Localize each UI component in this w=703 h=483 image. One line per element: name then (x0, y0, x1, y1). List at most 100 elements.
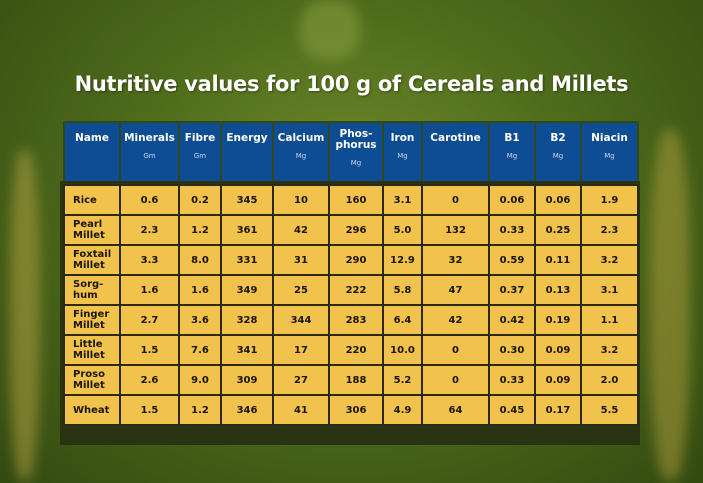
table-cell: 309 (220, 364, 274, 396)
column-label: Phos-phorus (335, 128, 377, 151)
table-row: Foxtail Millet 3.3 8.0 331 31 290 12.9 32 0.59 0.1… (63, 244, 639, 276)
column-unit: Mg (350, 159, 362, 167)
column-label: Iron (390, 132, 415, 144)
table-cell: 2.6 (119, 364, 180, 396)
table-cell: 346 (220, 394, 274, 426)
table-cell: 344 (272, 304, 330, 336)
row-name: Foxtail Millet (63, 244, 121, 276)
table-cell: 306 (328, 394, 384, 426)
table-cell: 5.5 (580, 394, 639, 426)
column-header: Iron Mg (382, 121, 423, 185)
column-unit: Gm (193, 152, 207, 160)
background-stalk (10, 150, 40, 480)
column-label: Minerals (124, 132, 175, 144)
table-cell: 0.09 (534, 334, 582, 366)
table-cell: 3.3 (119, 244, 180, 276)
column-unit: Mg (295, 152, 307, 160)
table-cell: 42 (272, 214, 330, 246)
table-cell: 1.9 (580, 184, 639, 216)
column-unit (65, 151, 119, 162)
table-row: Wheat 1.5 1.2 346 41 306 4.9 64 0.45 0.17 5.5 (63, 394, 639, 426)
slide-title: Nutritive values for 100 g of Cereals an… (74, 72, 629, 96)
table-cell: 0.45 (488, 394, 536, 426)
table-cell: 1.6 (178, 274, 222, 306)
table-cell: 2.3 (580, 214, 639, 246)
column-label: B2 (550, 132, 566, 144)
row-name: Sorg-hum (63, 274, 121, 306)
table-cell: 5.2 (382, 364, 423, 396)
table-cell: 188 (328, 364, 384, 396)
table-cell: 0.59 (488, 244, 536, 276)
table-row: Sorg-hum 1.6 1.6 349 25 222 5.8 47 0.37 0.13 3.1 (63, 274, 639, 306)
row-name: Proso Millet (63, 364, 121, 396)
table-row: Rice 0.6 0.2 345 10 160 3.1 0 0.06 0.06 1.9 (63, 184, 639, 216)
table-cell: 10.0 (382, 334, 423, 366)
table-cell: 2.3 (119, 214, 180, 246)
table-row: Finger Millet 2.7 3.6 328 344 283 6.4 42 0.42 0.19… (63, 304, 639, 336)
column-unit (423, 151, 488, 162)
column-header: Calcium Mg (272, 121, 330, 185)
table-cell: 1.5 (119, 394, 180, 426)
row-name: Rice (63, 184, 121, 216)
table-cell: 25 (272, 274, 330, 306)
table-cell: 0.11 (534, 244, 582, 276)
table-cell: 27 (272, 364, 330, 396)
column-unit: Mg (552, 152, 564, 160)
table-cell: 222 (328, 274, 384, 306)
table-cell: 349 (220, 274, 274, 306)
table-cell: 3.1 (580, 274, 639, 306)
table-cell: 0.09 (534, 364, 582, 396)
table-cell: 331 (220, 244, 274, 276)
column-header: Name (63, 121, 121, 185)
column-label: Energy (226, 132, 268, 144)
table-cell: 283 (328, 304, 384, 336)
table-cell: 0.06 (534, 184, 582, 216)
column-header: Niacin Mg (580, 121, 639, 185)
column-unit: Mg (506, 152, 518, 160)
table-cell: 0 (421, 184, 490, 216)
table-cell: 6.4 (382, 304, 423, 336)
table-cell: 290 (328, 244, 384, 276)
table-cell: 0.33 (488, 214, 536, 246)
table-cell: 9.0 (178, 364, 222, 396)
table-cell: 1.6 (119, 274, 180, 306)
column-header: Minerals Gm (119, 121, 180, 185)
row-name: Finger Millet (63, 304, 121, 336)
column-header: B1 Mg (488, 121, 536, 185)
table-cell: 3.6 (178, 304, 222, 336)
column-unit: Mg (397, 152, 408, 160)
table-cell: 0.42 (488, 304, 536, 336)
table-cell: 0.6 (119, 184, 180, 216)
column-header: Phos-phorus Mg (328, 121, 384, 185)
nutrition-table: Rice 0.6 0.2 345 10 160 3.1 0 0.06 0.06 1.9 Pearl Mi… (63, 184, 639, 426)
column-label: Carotine (430, 132, 481, 144)
table-cell: 0.06 (488, 184, 536, 216)
table-cell: 345 (220, 184, 274, 216)
table-cell: 2.0 (580, 364, 639, 396)
column-header: Fibre Gm (178, 121, 222, 185)
table-cell: 12.9 (382, 244, 423, 276)
column-unit: Mg (604, 152, 615, 160)
table-cell: 1.2 (178, 214, 222, 246)
table-cell: 7.6 (178, 334, 222, 366)
table-cell: 5.0 (382, 214, 423, 246)
table-cell: 0 (421, 364, 490, 396)
column-label: Calcium (277, 132, 325, 144)
table-cell: 361 (220, 214, 274, 246)
column-label: Niacin (591, 132, 628, 144)
table-header: Name Minerals Gm Fibre Gm Energy Calcium Mg Ph… (63, 121, 639, 185)
column-header: B2 Mg (534, 121, 582, 185)
table-cell: 0.25 (534, 214, 582, 246)
table-cell: 132 (421, 214, 490, 246)
header-row: Name Minerals Gm Fibre Gm Energy Calcium Mg Ph… (63, 121, 639, 185)
table-row: Proso Millet 2.6 9.0 309 27 188 5.2 0 0.33 0.09 2.0 (63, 364, 639, 396)
table-cell: 0 (421, 334, 490, 366)
table-cell: 0.13 (534, 274, 582, 306)
table-cell: 1.5 (119, 334, 180, 366)
table-cell: 3.1 (382, 184, 423, 216)
table-cell: 341 (220, 334, 274, 366)
table-cell: 3.2 (580, 244, 639, 276)
background-stalk (300, 0, 360, 60)
table-cell: 0.19 (534, 304, 582, 336)
table-cell: 10 (272, 184, 330, 216)
